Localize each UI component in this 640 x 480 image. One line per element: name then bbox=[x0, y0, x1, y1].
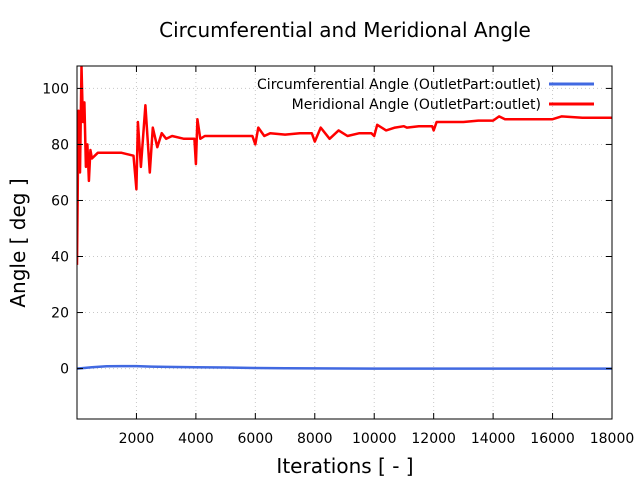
plot-border bbox=[76, 65, 613, 420]
y-tick-label: 60 bbox=[51, 193, 69, 209]
y-tick-label: 0 bbox=[60, 362, 69, 378]
legend: Circumferential Angle (OutletPart:outlet… bbox=[257, 77, 594, 113]
y-tick-label: 80 bbox=[51, 137, 69, 153]
x-tick-label: 18000 bbox=[590, 431, 635, 447]
grid bbox=[77, 66, 612, 419]
y-tick-label: 40 bbox=[51, 250, 69, 266]
x-tick-label: 12000 bbox=[411, 431, 456, 447]
x-tick-label: 10000 bbox=[352, 431, 397, 447]
x-tick-label: 6000 bbox=[238, 431, 274, 447]
y-tick-label: 100 bbox=[42, 81, 69, 97]
series-circumferential-line bbox=[77, 364, 612, 370]
x-tick-label: 14000 bbox=[471, 431, 516, 447]
x-tick-label: 16000 bbox=[530, 431, 575, 447]
x-tick-label: 8000 bbox=[297, 431, 333, 447]
x-axis-label: Iterations [ - ] bbox=[276, 454, 413, 478]
legend-label: Meridional Angle (OutletPart:outlet) bbox=[292, 97, 541, 113]
legend-label: Circumferential Angle (OutletPart:outlet… bbox=[257, 77, 541, 93]
plot-area bbox=[77, 66, 612, 370]
series-meridional-line bbox=[77, 66, 612, 265]
chart-title: Circumferential and Meridional Angle bbox=[159, 18, 531, 42]
x-tick-label: 2000 bbox=[119, 431, 155, 447]
y-axis-label: Angle [ deg ] bbox=[6, 178, 30, 307]
y-tick-label: 20 bbox=[51, 306, 69, 322]
x-tick-label: 4000 bbox=[178, 431, 214, 447]
